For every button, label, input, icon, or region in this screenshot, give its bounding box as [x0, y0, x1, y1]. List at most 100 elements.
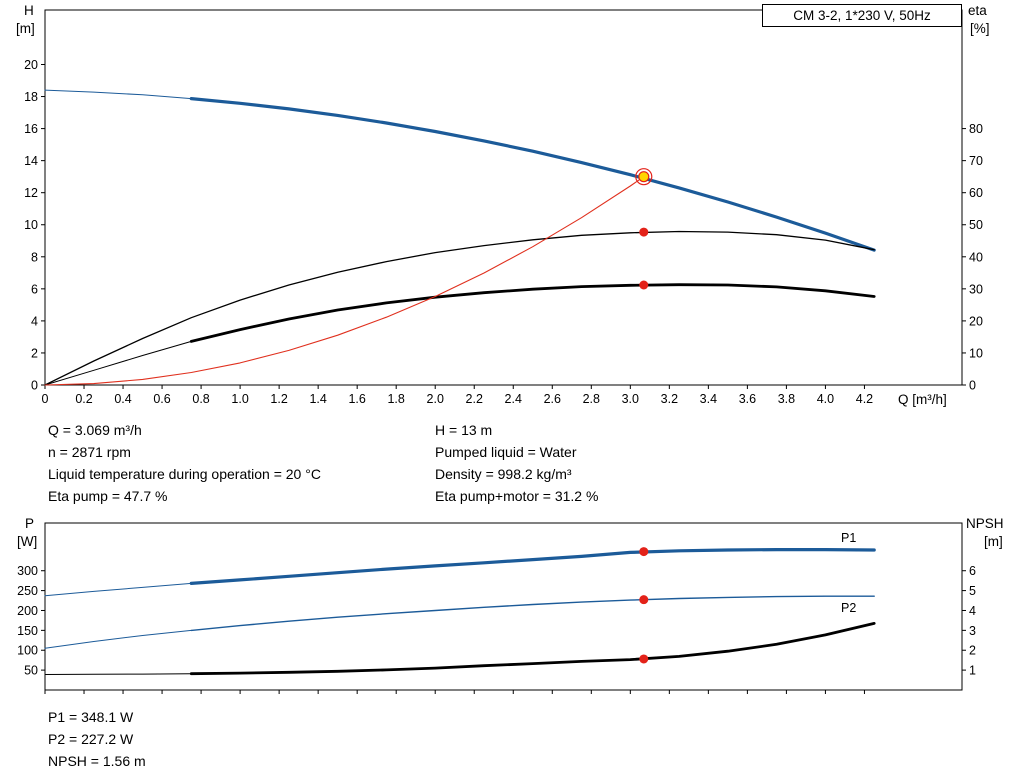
tick-label: 14 — [24, 154, 38, 168]
tick-label: 150 — [17, 624, 38, 638]
tick-label: 1.0 — [231, 392, 248, 406]
p2-point — [639, 595, 649, 605]
tick-label: 0.8 — [192, 392, 209, 406]
tick-label: 3.8 — [778, 392, 795, 406]
tick-label: 16 — [24, 122, 38, 136]
pump-model-box: CM 3-2, 1*230 V, 50Hz — [762, 4, 962, 27]
tick-label: 2.2 — [466, 392, 483, 406]
density-readout: Density = 998.2 kg/m³ — [435, 466, 572, 482]
power-npsh-readouts: P1 = 348.1 W P2 = 227.2 W NPSH = 1.56 m — [48, 706, 146, 772]
tick-label: 3.2 — [661, 392, 678, 406]
npsh-axis-label: NPSH — [966, 516, 1004, 531]
tick-label: 1.4 — [309, 392, 326, 406]
tick-label: 2 — [969, 644, 976, 658]
tick-label: 3 — [969, 624, 976, 638]
tick-label: 4 — [969, 604, 976, 618]
tick-label: 3.0 — [622, 392, 639, 406]
p1-label: P1 — [841, 531, 856, 545]
power-npsh-chart-frame — [44, 522, 963, 691]
qh-curve — [44, 89, 192, 100]
qh-eta-chart-frame — [44, 9, 963, 386]
tick-label: 12 — [24, 186, 38, 200]
tick-label: 18 — [24, 90, 38, 104]
tick-label: 6 — [31, 282, 38, 296]
tick-label: 60 — [969, 186, 983, 200]
operating-data-right: H = 13 m Pumped liquid = Water Density =… — [435, 419, 598, 507]
eta-axis-label: eta — [968, 3, 987, 18]
p2-curve — [190, 595, 875, 632]
tick-label: 0 — [969, 379, 976, 393]
p1-readout: P1 = 348.1 W — [48, 709, 134, 725]
eta-pump-motor-readout: Eta pump+motor = 31.2 % — [435, 488, 599, 504]
tick-label: 1.2 — [270, 392, 287, 406]
tick-label: 4.2 — [856, 392, 873, 406]
tick-label: 4.0 — [817, 392, 834, 406]
tick-label: 20 — [24, 58, 38, 72]
tick-label: 1.6 — [348, 392, 365, 406]
head-readout: H = 13 m — [435, 422, 493, 438]
tick-label: 4 — [31, 314, 38, 328]
eta-pump-motor-curve — [44, 340, 192, 386]
eta-pump-motor-curve — [189, 283, 876, 343]
p2-curve — [44, 629, 192, 649]
npsh-curve — [189, 622, 876, 676]
tick-label: 3.4 — [700, 392, 717, 406]
q-axis-label: Q [m³/h] — [898, 392, 947, 407]
tick-label: 1.8 — [387, 392, 404, 406]
tick-label: 1 — [969, 664, 976, 678]
npsh-point — [639, 654, 649, 664]
tick-label: 2.8 — [583, 392, 600, 406]
qh-curve — [189, 96, 876, 252]
tick-label: 0 — [42, 392, 49, 406]
tick-label: 30 — [969, 282, 983, 296]
tick-label: 80 — [969, 122, 983, 136]
duty-point-ring — [635, 168, 653, 186]
system-curve — [44, 176, 645, 386]
tick-label: 40 — [969, 250, 983, 264]
tick-label: 200 — [17, 604, 38, 618]
tick-label: 50 — [969, 218, 983, 232]
tick-label: 2.6 — [544, 392, 561, 406]
p1-point — [639, 547, 649, 557]
h-axis-unit: [m] — [16, 21, 35, 36]
tick-label: 2.0 — [427, 392, 444, 406]
tick-label: 50 — [24, 664, 38, 678]
tick-label: 5 — [969, 584, 976, 598]
eta-pump-curve — [44, 230, 875, 386]
liquid-temp-readout: Liquid temperature during operation = 20… — [48, 466, 321, 482]
tick-label: 100 — [17, 644, 38, 658]
tick-label: 0.2 — [75, 392, 92, 406]
p1-curve — [189, 547, 876, 586]
tick-label: 20 — [969, 314, 983, 328]
p-axis-unit: [W] — [17, 534, 38, 549]
npsh-readout: NPSH = 1.56 m — [48, 753, 146, 769]
npsh-axis-unit: [m] — [984, 534, 1003, 549]
tick-label: 8 — [31, 250, 38, 264]
tick-label: 0.6 — [153, 392, 170, 406]
eta-pump-readout: Eta pump = 47.7 % — [48, 488, 168, 504]
tick-label: 10 — [969, 346, 983, 360]
eta-pump-point — [639, 227, 649, 237]
tick-label: 2 — [31, 346, 38, 360]
flow-readout: Q = 3.069 m³/h — [48, 422, 142, 438]
p1-curve — [44, 582, 192, 597]
p-axis-label: P — [25, 516, 35, 531]
p2-label: P2 — [841, 601, 856, 615]
p2-readout: P2 = 227.2 W — [48, 731, 134, 747]
h-axis-label: H — [24, 3, 34, 18]
tick-label: 250 — [17, 584, 38, 598]
duty-point — [638, 171, 650, 183]
eta-axis-unit: [%] — [970, 21, 990, 36]
tick-label: 70 — [969, 154, 983, 168]
tick-label: 3.6 — [739, 392, 756, 406]
npsh-curve — [44, 673, 192, 675]
tick-label: 6 — [969, 564, 976, 578]
tick-label: 2.4 — [505, 392, 522, 406]
pumped-liquid-readout: Pumped liquid = Water — [435, 444, 577, 460]
eta-pump-motor-point — [639, 280, 649, 290]
tick-label: 0.4 — [114, 392, 131, 406]
tick-label: 300 — [17, 564, 38, 578]
tick-label: 10 — [24, 218, 38, 232]
